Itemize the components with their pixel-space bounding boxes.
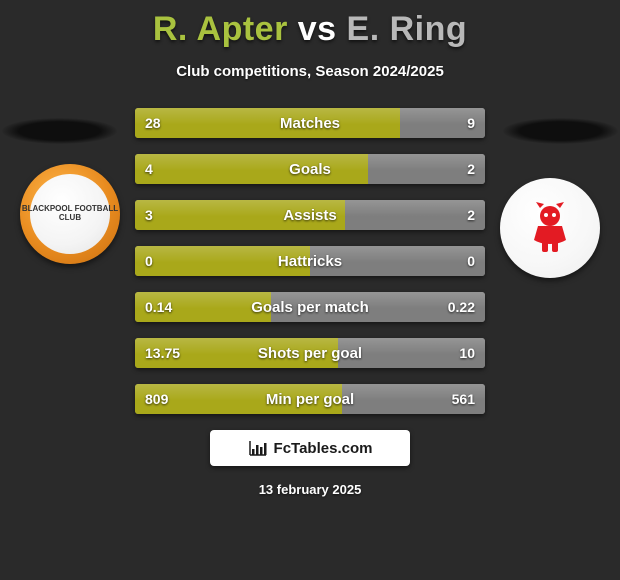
stat-value-left: 13.75 bbox=[135, 338, 190, 368]
club-crest-left-label: BLACKPOOL FOOTBALL CLUB bbox=[20, 205, 120, 223]
club-crest-right bbox=[500, 178, 600, 278]
stat-value-left: 0 bbox=[135, 246, 163, 276]
shadow-left bbox=[2, 118, 117, 144]
fctables-text: FcTables.com bbox=[274, 440, 373, 457]
stat-value-right: 2 bbox=[457, 154, 485, 184]
stat-row: Goals per match0.14 0.22 bbox=[135, 292, 485, 322]
shadow-right bbox=[503, 118, 618, 144]
stat-value-left: 3 bbox=[135, 200, 163, 230]
player1-name: R. Apter bbox=[153, 10, 288, 48]
imp-icon bbox=[518, 196, 582, 260]
stat-row: Goals4 2 bbox=[135, 154, 485, 184]
subtitle: Club competitions, Season 2024/2025 bbox=[0, 63, 620, 80]
stat-value-right: 0.22 bbox=[438, 292, 485, 322]
comparison-title: R. Apter vs E. Ring bbox=[0, 0, 620, 49]
stat-row: Assists3 2 bbox=[135, 200, 485, 230]
stat-label: Hattricks bbox=[135, 246, 485, 276]
stat-row: Min per goal809 561 bbox=[135, 384, 485, 414]
stat-label: Min per goal bbox=[135, 384, 485, 414]
stat-label: Matches bbox=[135, 108, 485, 138]
stat-value-left: 0.14 bbox=[135, 292, 182, 322]
stat-value-right: 2 bbox=[457, 200, 485, 230]
stat-value-right: 561 bbox=[442, 384, 485, 414]
stat-value-left: 28 bbox=[135, 108, 171, 138]
stat-value-right: 10 bbox=[449, 338, 485, 368]
stat-row: Hattricks0 0 bbox=[135, 246, 485, 276]
stat-row: Shots per goal13.7510 bbox=[135, 338, 485, 368]
stat-label: Goals bbox=[135, 154, 485, 184]
fctables-logo: FcTables.com bbox=[210, 430, 410, 466]
stat-bars: Matches289Goals42Assists32Hattricks00Goa… bbox=[135, 108, 485, 414]
club-crest-left: BLACKPOOL FOOTBALL CLUB bbox=[20, 164, 120, 264]
stat-value-right: 9 bbox=[457, 108, 485, 138]
stat-label: Assists bbox=[135, 200, 485, 230]
chart-icon bbox=[248, 439, 268, 457]
date-text: 13 february 2025 bbox=[0, 482, 620, 497]
stat-value-left: 809 bbox=[135, 384, 178, 414]
stat-row: Matches28 9 bbox=[135, 108, 485, 138]
comparison-content: BLACKPOOL FOOTBALL CLUB Matches28 9 Goals4… bbox=[0, 108, 620, 414]
player2-name: E. Ring bbox=[347, 10, 468, 48]
stat-value-right: 0 bbox=[457, 246, 485, 276]
vs-text: vs bbox=[298, 10, 337, 48]
stat-label: Goals per match bbox=[135, 292, 485, 322]
stat-value-left: 4 bbox=[135, 154, 163, 184]
